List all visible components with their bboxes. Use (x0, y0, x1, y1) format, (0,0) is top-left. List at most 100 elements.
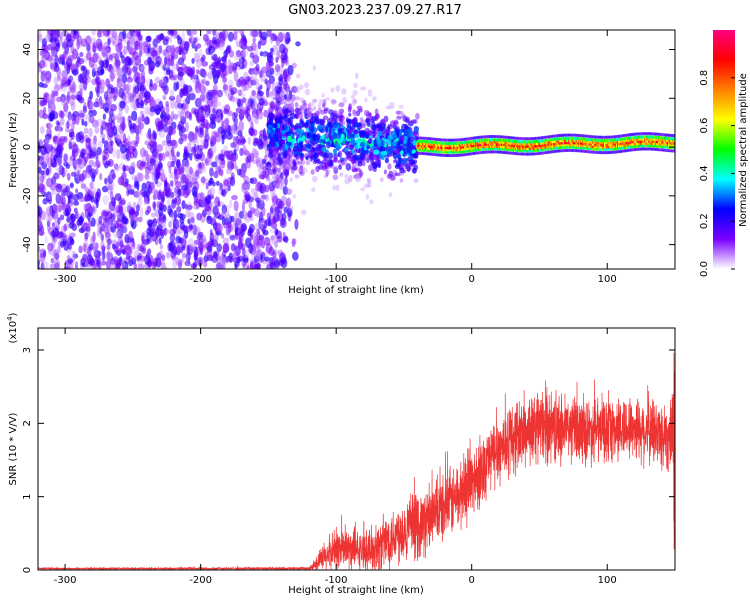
spectrogram-cell (108, 218, 116, 228)
spectrogram-cell (152, 200, 156, 211)
spectrogram-cell (55, 183, 63, 193)
spectrogram-cell (254, 138, 259, 144)
spectrogram-cell (302, 99, 307, 106)
spectrogram-cell (104, 122, 109, 128)
spectrogram-cell (53, 259, 61, 267)
spectrogram-cell (194, 138, 200, 146)
spectrogram-cell (324, 152, 329, 159)
spectrogram-cell (159, 32, 164, 40)
spectrogram-cell (147, 248, 152, 256)
spectrogram-cell (100, 245, 106, 251)
spectrogram-cell (235, 165, 239, 172)
spectrogram-cell (200, 115, 205, 123)
spectrogram-cell (212, 107, 216, 114)
spectrogram-cell (101, 137, 105, 144)
spectrogram-cell (248, 200, 252, 210)
spectrogram-cell (252, 159, 260, 165)
spectrogram-cell (224, 150, 230, 158)
spectrogram-cell (161, 254, 166, 262)
spectrogram-cell (217, 126, 225, 134)
spectrogram-cell (354, 172, 360, 181)
spectrogram-cell (185, 96, 191, 105)
spectrogram-cell (55, 156, 63, 167)
spectrogram-cell (396, 115, 402, 120)
spectrogram-cell (192, 224, 198, 236)
spectrogram-cell (155, 121, 162, 132)
spectrogram-cell (122, 225, 128, 234)
spectrogram-cell (279, 218, 287, 229)
spectrogram-cell (101, 119, 106, 128)
spectrogram-cell (176, 212, 184, 219)
spectrogram-cell (227, 110, 234, 117)
spectrogram-cell (210, 200, 217, 207)
spectrogram-cell (91, 67, 96, 78)
spectrogram-cell (283, 150, 288, 158)
spectrogram-cell (108, 144, 114, 155)
spectrogram-cell (101, 185, 109, 193)
spectrogram-cell (99, 132, 104, 140)
spectrogram-cell (46, 167, 50, 176)
spectrogram-cell (403, 123, 409, 130)
spectrogram-cell (42, 260, 49, 269)
spectrogram-cell (157, 258, 162, 266)
spectrogram-cell (79, 51, 84, 58)
spectrogram-cell (68, 84, 76, 91)
spectrogram-cell (72, 80, 76, 90)
spectrogram-cell (94, 242, 100, 250)
spectrogram-cell (152, 82, 158, 91)
spectrogram-cell (229, 176, 236, 187)
spectrogram-cell (114, 34, 120, 42)
spectrogram-cell (219, 255, 226, 263)
spectrogram-cell (169, 171, 175, 179)
spectrogram-cell (104, 251, 112, 259)
spectrogram-cell (270, 47, 274, 53)
spectrogram-cell (403, 157, 408, 162)
spectrogram-cell (128, 166, 135, 175)
spectrogram-cell (229, 65, 233, 73)
spectrogram-cell (267, 108, 273, 113)
spectrogram-cell (106, 243, 111, 251)
spectrogram-cell (204, 195, 212, 205)
spectrogram-cell (146, 231, 152, 242)
spectrogram-cell (399, 167, 405, 174)
spectrogram-cell (270, 234, 278, 245)
spectrogram-cell (147, 185, 153, 194)
spectrogram-cell (397, 145, 403, 152)
spectrogram-cell (109, 72, 116, 80)
spectrogram-cell (144, 254, 151, 266)
spectrogram-cell (181, 234, 187, 246)
spectrogram-cell (111, 181, 115, 191)
spectrogram-cell (70, 213, 76, 223)
spectrogram-cell (265, 87, 270, 98)
spectrogram-cell (392, 140, 397, 147)
spectrogram-cell (392, 134, 398, 139)
spectrogram-cell (231, 97, 239, 104)
spectrogram-cell (216, 112, 222, 122)
spectrogram-cell (90, 235, 96, 245)
spectrogram-cell (114, 59, 121, 67)
spectrogram-cell (188, 92, 196, 101)
spectrogram-cell (227, 79, 234, 89)
spectrogram-cell (46, 122, 51, 129)
spectrogram-cell (330, 87, 335, 93)
spectrogram-cell (222, 242, 230, 254)
spectrogram-cell (298, 140, 304, 149)
spectrogram-cell (180, 184, 188, 191)
spectrogram-cell (338, 150, 343, 158)
spectrogram-cell (99, 30, 106, 33)
spectrogram-cell (123, 226, 128, 235)
spectrogram-cell (251, 113, 258, 122)
spectrogram-cell (197, 106, 205, 117)
spectrogram-cell (151, 227, 156, 236)
spectrogram-cell (159, 228, 167, 236)
spectrogram-cell (149, 106, 156, 113)
spectrogram-cell (332, 158, 337, 163)
spectrogram-cell (182, 151, 189, 160)
spectrogram-cell (380, 150, 387, 156)
spectrogram-cell (248, 67, 255, 75)
spectrogram-cell (295, 41, 301, 47)
spectrogram-cell (251, 30, 259, 38)
spectrogram-cell (201, 209, 207, 218)
spectrogram-cell (324, 125, 329, 133)
spectrogram-cell (93, 135, 97, 145)
